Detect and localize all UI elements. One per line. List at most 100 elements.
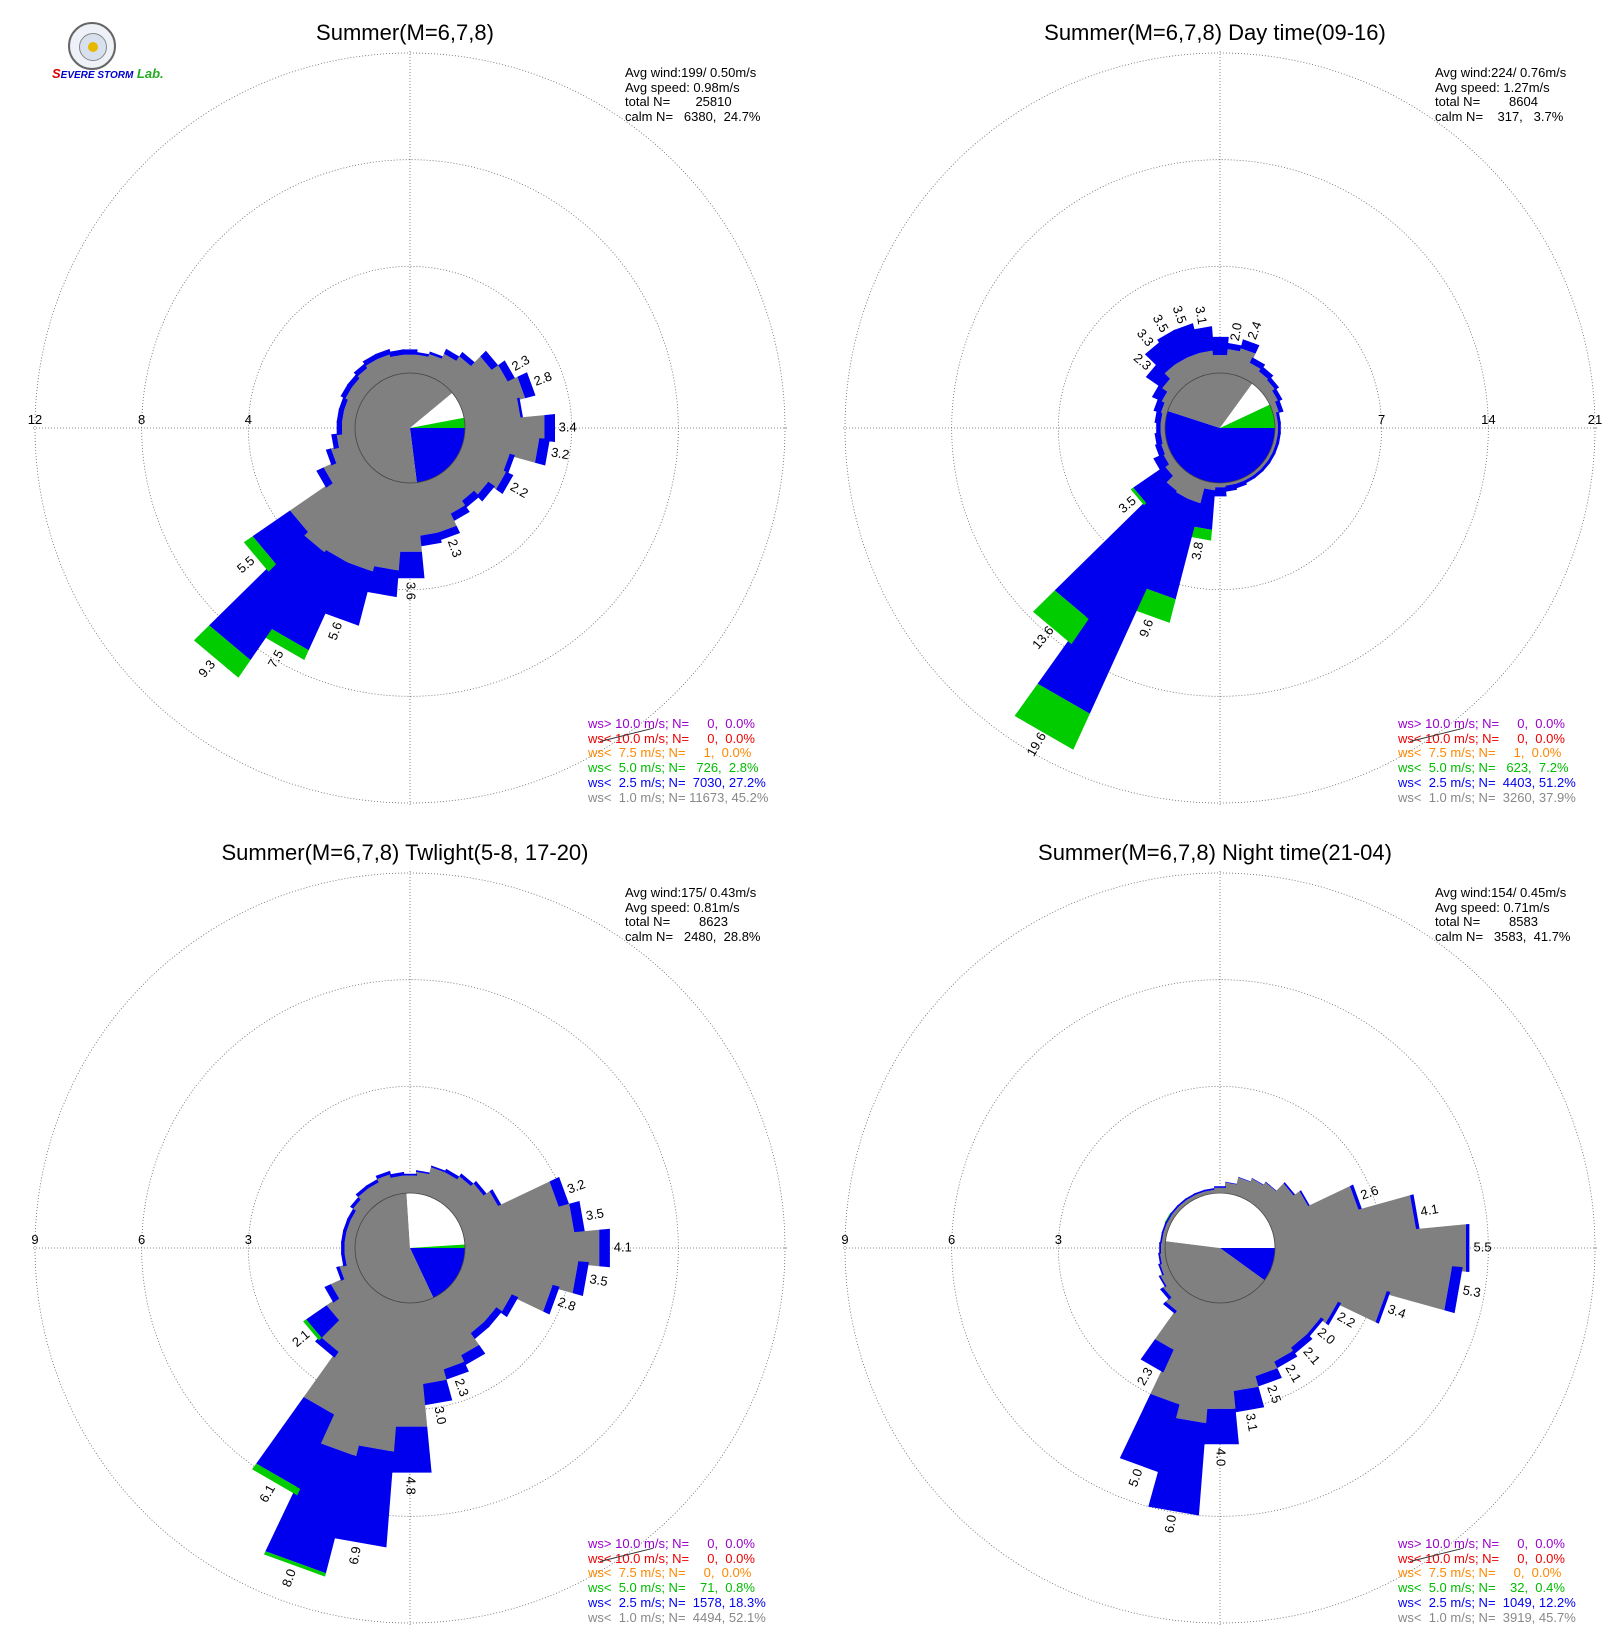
- legend-entry: ws< 5.0 m/s; N= 623, 7.2%: [1398, 760, 1576, 776]
- sector-bar: [329, 1444, 394, 1548]
- legend-entry: ws< 7.5 m/s; N= 0, 0.0%: [1398, 1566, 1576, 1581]
- legend-entry: ws> 10.0 m/s; N= 0, 0.0%: [588, 1536, 766, 1552]
- sector-bar: [496, 471, 514, 494]
- sector-bar: [414, 481, 439, 536]
- sector-bar: [1153, 398, 1165, 413]
- stats-line: Avg wind:154/ 0.45m/s: [1435, 885, 1567, 900]
- stats-line: Avg speed: 0.81m/s: [625, 899, 740, 915]
- legend-entry: ws< 2.5 m/s; N= 7030, 27.2%: [588, 775, 768, 791]
- legend-text: ws< 1.0 m/s; N= 4494, 52.1%: [588, 1609, 766, 1625]
- legend-entry: ws< 7.5 m/s; N= 1, 0.0%: [1398, 746, 1576, 761]
- sector-bar: [1189, 526, 1212, 541]
- sector-bar: [1224, 1182, 1238, 1195]
- legend-entry: ws< 7.5 m/s; N= 0, 0.0%: [588, 1566, 766, 1581]
- sector-bar: [443, 348, 461, 362]
- stats-line: Avg wind:224/ 0.76m/s: [1435, 65, 1567, 80]
- sector-bar: [448, 1183, 485, 1217]
- legend-entry: ws< 1.0 m/s; N= 11673, 45.2%: [588, 789, 769, 806]
- sector-bar: [1251, 371, 1269, 390]
- sector-bar: [1375, 1291, 1391, 1324]
- legend-text: ws< 7.5 m/s; N= 0, 0.0%: [588, 1565, 752, 1581]
- ring-label: 3: [245, 1232, 252, 1247]
- sector-bar: [341, 1241, 345, 1255]
- sector-bar: [1264, 1270, 1338, 1324]
- sector-bar: [1410, 1194, 1421, 1233]
- sector-bar: [1275, 411, 1281, 424]
- stats-line: total N= 25810: [625, 94, 732, 109]
- sector-bar: [463, 398, 521, 424]
- sector-bar: [252, 510, 308, 565]
- sector-bar: [306, 1305, 340, 1338]
- sector-bar: [1163, 1222, 1171, 1235]
- sector-bar: [402, 349, 418, 355]
- sector-bar: [1267, 376, 1280, 390]
- ring-label: 6: [138, 1232, 145, 1247]
- stats-line: calm N= 6380, 24.7%: [625, 108, 761, 124]
- legend-entry: ws< 10.0 m/s; N= 0, 0.0%: [588, 727, 768, 747]
- legend-entry: ws> 10.0 m/s; N= 0, 0.0%: [1398, 1536, 1576, 1552]
- range-ring: [844, 872, 1596, 1624]
- sector-bar: [1265, 1181, 1278, 1192]
- center-pie-slice: [1220, 404, 1275, 428]
- sector-bar: [1203, 1187, 1216, 1192]
- sector-bar: [414, 1301, 447, 1385]
- sector-bar: [441, 1361, 469, 1381]
- sector-bar: [336, 1266, 345, 1281]
- sector-bar: [402, 354, 418, 374]
- sector-bar: [1164, 363, 1189, 390]
- legend-text: ws< 1.0 m/s; N= 3260, 37.9%: [1398, 789, 1576, 805]
- sector-bar: [261, 626, 309, 660]
- sector-bar: [1349, 1184, 1363, 1212]
- sector-label: 3.4: [1386, 1301, 1408, 1321]
- sector-bar: [1258, 366, 1274, 380]
- center-pie-slice: [1165, 411, 1275, 484]
- sector-label: 2.6: [1358, 1182, 1380, 1202]
- sector-bar: [1160, 441, 1171, 455]
- sector-bar: [1277, 422, 1281, 434]
- legend-entry: ws< 10.0 m/s; N= 0, 0.0%: [588, 1547, 766, 1567]
- sector-bar: [517, 372, 536, 399]
- sector-bar: [243, 536, 277, 572]
- sector-bar: [263, 1551, 326, 1577]
- sector-bar: [1269, 401, 1280, 415]
- sector-bar: [1203, 481, 1216, 491]
- legend-text: ws< 7.5 m/s; N= 0, 0.0%: [1398, 1565, 1562, 1581]
- sector-bar: [454, 1191, 499, 1226]
- sector-bar: [302, 466, 379, 553]
- sector-bar: [432, 1172, 459, 1204]
- sector-label: 3.0: [432, 1405, 450, 1425]
- legend-text: ws< 1.0 m/s; N= 11673, 45.2%: [588, 789, 769, 805]
- sector-bar: [365, 1178, 380, 1189]
- range-ring: [247, 265, 573, 591]
- legend-entry: ws< 1.0 m/s; N= 3260, 37.9%: [1398, 789, 1576, 806]
- sector-bar: [323, 450, 366, 484]
- sector-label: 2.1: [1300, 1344, 1323, 1367]
- legend-text: ws< 5.0 m/s; N= 32, 0.4%: [1398, 1580, 1565, 1596]
- sector-bar: [1465, 1224, 1470, 1272]
- sector-bar: [1267, 452, 1276, 464]
- sector-bar: [448, 356, 493, 397]
- stats-line: Avg speed: 1.27m/s: [1435, 79, 1550, 95]
- sector-bar: [423, 1167, 446, 1199]
- sector-bar: [460, 490, 480, 509]
- lab-logo: SEVERE STORM Lab.: [52, 22, 164, 84]
- sector-bar: [336, 432, 357, 448]
- sector-label: 6.0: [1161, 1514, 1179, 1534]
- windrose-panel: 3 6 9 3.2 3.5 4.1 3.5 2.8 2.3 3.0 4.8 6.9 8.0 6.1 2.1 S…: [0, 820, 810, 1640]
- sector-bar: [432, 353, 458, 384]
- sector-bar: [1249, 357, 1266, 370]
- sector-label: 3.5: [1150, 312, 1172, 335]
- sector-label: 6.9: [346, 1545, 364, 1565]
- legend-text: ws< 7.5 m/s; N= 1, 0.0%: [1398, 745, 1562, 761]
- sector-bar: [449, 505, 470, 522]
- sector-bar: [209, 533, 325, 661]
- sector-bar: [290, 459, 372, 532]
- legend-text: ws< 5.0 m/s; N= 623, 7.2%: [1398, 760, 1569, 776]
- sector-bar: [459, 351, 476, 367]
- sector-bar: [1033, 590, 1089, 645]
- sector-bar: [501, 1294, 519, 1318]
- sector-bar: [1014, 683, 1090, 750]
- sector-bar: [1165, 466, 1189, 491]
- sector-label: 5.6: [325, 620, 345, 642]
- sector-bar: [265, 1442, 357, 1574]
